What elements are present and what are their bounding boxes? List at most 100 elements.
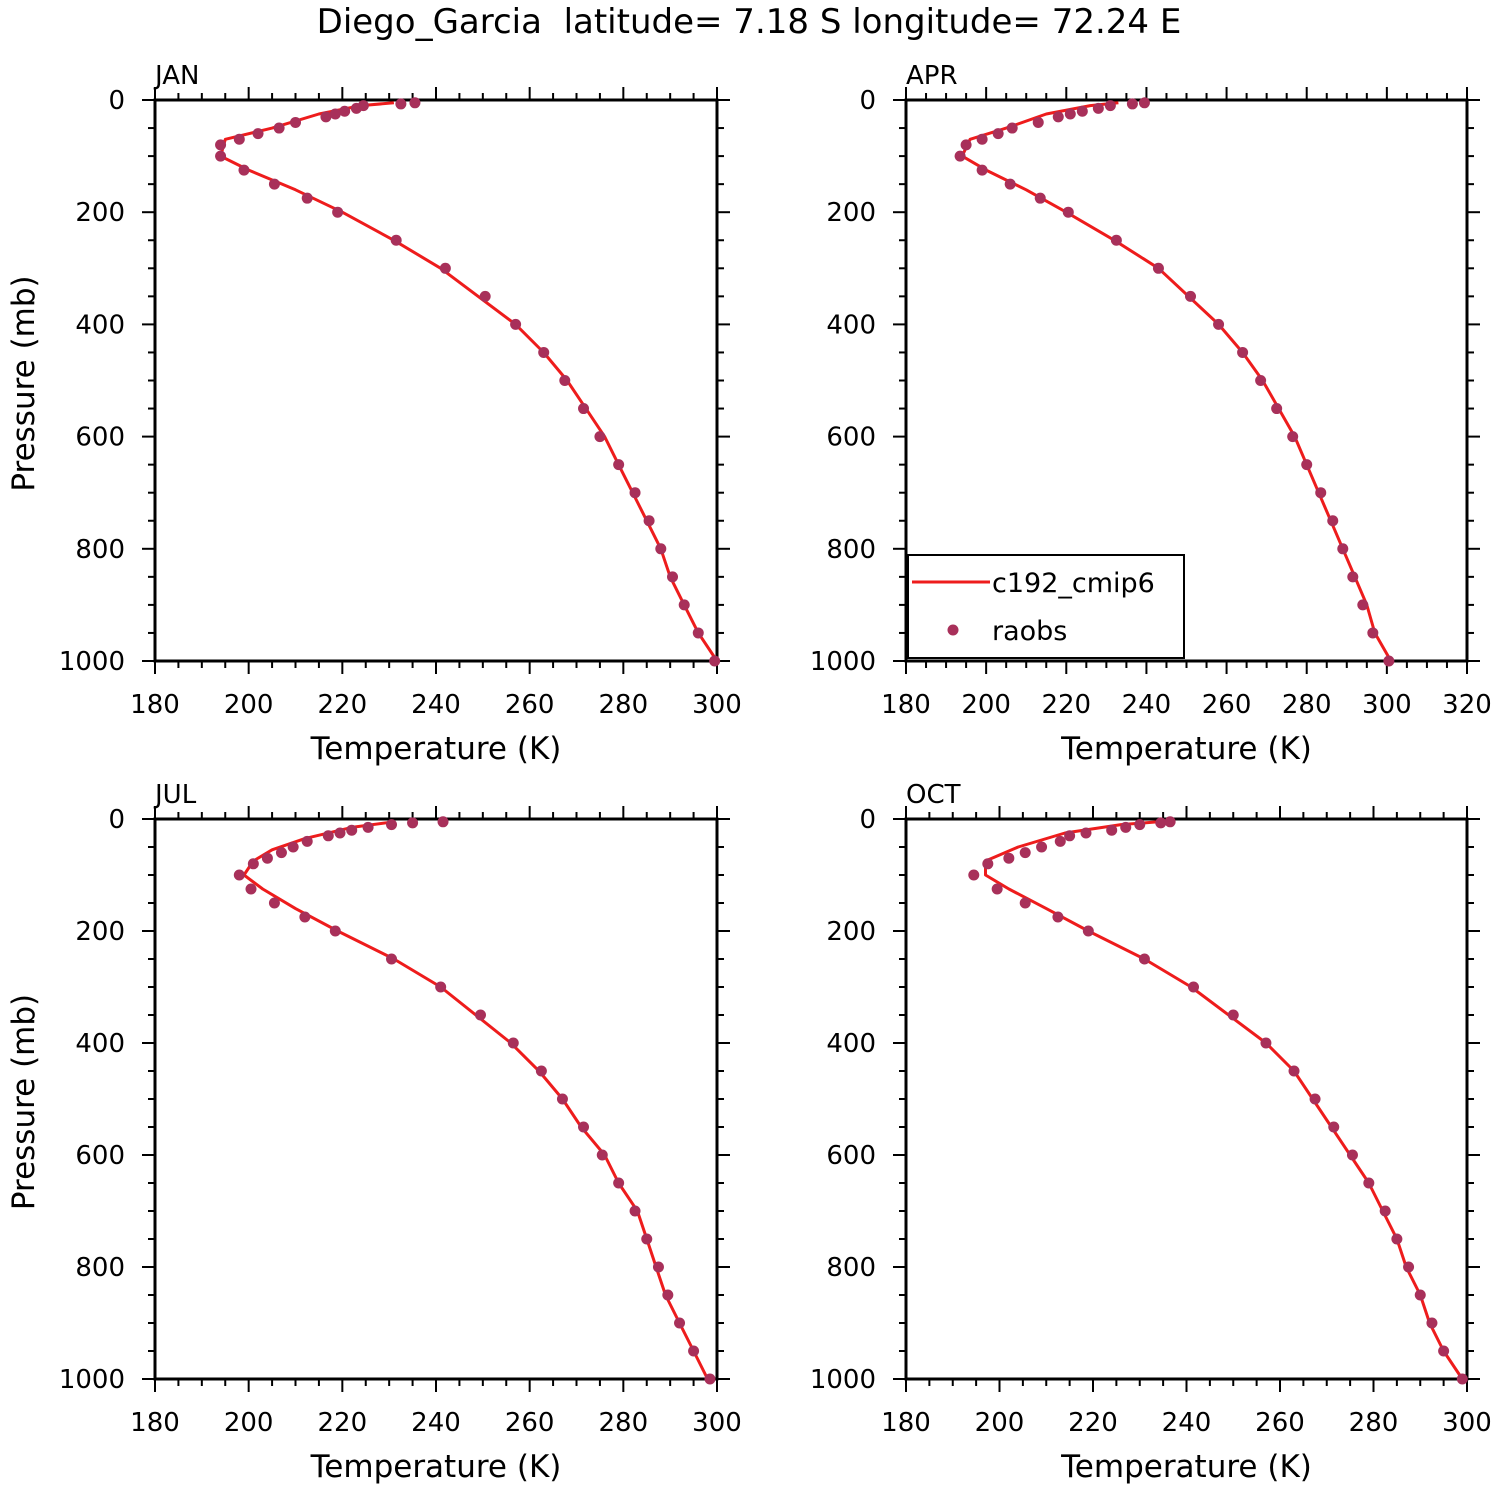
obs-point	[709, 655, 721, 667]
y-tick-label: 400	[826, 310, 876, 340]
obs-point	[273, 122, 285, 134]
x-tick-label: 180	[130, 690, 180, 720]
x-tick-label: 240	[1162, 1408, 1212, 1438]
obs-point	[474, 1009, 486, 1021]
panel-apr: APR 180 200 220 240 260 280 300 320 0 200 400 600 800…	[810, 61, 1492, 767]
obs-point	[437, 816, 449, 828]
x-axis-label: Temperature (K)	[310, 731, 562, 767]
y-tick-label: 800	[75, 535, 125, 565]
obs-point	[1104, 100, 1116, 112]
obs-point	[346, 824, 358, 836]
obs-point	[247, 858, 259, 870]
obs-point	[1152, 262, 1164, 274]
series-line-c192_cmip6	[984, 820, 1464, 1380]
x-tick-label: 260	[1255, 1408, 1305, 1438]
obs-point	[233, 133, 245, 145]
obs-point	[1227, 1009, 1239, 1021]
obs-point	[1357, 599, 1369, 611]
x-tick-label: 180	[130, 1408, 180, 1438]
obs-point	[1062, 206, 1074, 218]
obs-point	[435, 981, 447, 993]
y-tick-label: 200	[826, 917, 876, 947]
obs-point	[1106, 824, 1118, 836]
y-tick-label: 400	[75, 310, 125, 340]
obs-point	[299, 911, 311, 923]
x-axis-label: Temperature (K)	[1060, 731, 1312, 767]
obs-point	[968, 869, 980, 881]
x-tick-label: 300	[1362, 690, 1412, 720]
panel-title: JUL	[153, 780, 197, 810]
obs-point	[1347, 571, 1359, 583]
obs-point	[674, 1317, 686, 1329]
y-axis-label: Pressure (mb)	[6, 994, 42, 1210]
x-tick-label: 280	[599, 690, 649, 720]
x-tick-label: 240	[1122, 690, 1172, 720]
legend-label-model: c192_cmip6	[992, 568, 1155, 599]
obs-point	[1363, 1177, 1375, 1189]
obs-point	[287, 841, 299, 853]
panel-jan: JAN 180 200 220 240 260 280 300 0 200 400 600 800 100…	[6, 61, 742, 767]
obs-point	[1032, 116, 1044, 128]
obs-point	[386, 819, 398, 831]
obs-point	[507, 1037, 519, 1049]
obs-point	[1237, 346, 1249, 358]
obs-point	[1438, 1345, 1450, 1357]
x-tick-label: 260	[505, 1408, 555, 1438]
obs-point	[976, 164, 988, 176]
x-tick-label: 300	[692, 690, 742, 720]
obs-point	[1120, 821, 1132, 833]
x-tick-label: 180	[881, 690, 931, 720]
legend-label-obs: raobs	[992, 616, 1067, 647]
obs-point	[395, 98, 407, 110]
obs-point	[1346, 1149, 1358, 1161]
legend-box	[907, 554, 1185, 659]
obs-point	[1080, 827, 1092, 839]
obs-point	[1403, 1261, 1415, 1273]
obs-point	[704, 1373, 716, 1385]
obs-point	[362, 821, 374, 833]
obs-point	[1456, 1373, 1468, 1385]
obs-point	[301, 192, 313, 204]
obs-point	[1138, 953, 1150, 965]
x-tick-label: 260	[1202, 690, 1252, 720]
obs-point	[1110, 234, 1122, 246]
obs-point	[1271, 403, 1283, 415]
y-tick-label: 400	[826, 1029, 876, 1059]
x-tick-label: 240	[411, 1408, 461, 1438]
obs-point	[245, 883, 257, 895]
obs-point	[1155, 817, 1167, 829]
obs-point	[641, 1233, 653, 1245]
obs-point	[1126, 98, 1138, 110]
panel-title: OCT	[906, 780, 961, 810]
obs-point	[643, 515, 655, 527]
obs-point	[1019, 847, 1031, 859]
x-tick-label: 220	[318, 690, 368, 720]
x-tick-label: 240	[411, 690, 461, 720]
obs-point	[409, 97, 421, 109]
y-tick-label: 400	[75, 1029, 125, 1059]
obs-point	[1052, 111, 1064, 123]
obs-point	[1036, 841, 1048, 853]
x-tick-label: 200	[961, 690, 1011, 720]
y-tick-label: 600	[75, 423, 125, 453]
obs-point	[1052, 911, 1064, 923]
obs-point	[1054, 835, 1066, 847]
x-tick-label: 200	[224, 690, 274, 720]
obs-point	[1134, 819, 1146, 831]
y-axis-label: Pressure (mb)	[6, 275, 42, 491]
obs-point	[594, 431, 606, 443]
obs-point	[1004, 178, 1016, 190]
obs-point	[613, 459, 625, 471]
obs-point	[339, 105, 351, 117]
obs-point	[1064, 108, 1076, 120]
obs-point	[578, 403, 590, 415]
obs-point	[992, 128, 1004, 140]
y-tick-label: 1000	[810, 647, 876, 677]
obs-point	[1327, 515, 1339, 527]
obs-point	[1287, 431, 1299, 443]
x-tick-label: 220	[1068, 1408, 1118, 1438]
obs-point	[1426, 1317, 1438, 1329]
y-tick-label: 0	[859, 86, 876, 116]
plot-frame	[153, 817, 719, 1381]
